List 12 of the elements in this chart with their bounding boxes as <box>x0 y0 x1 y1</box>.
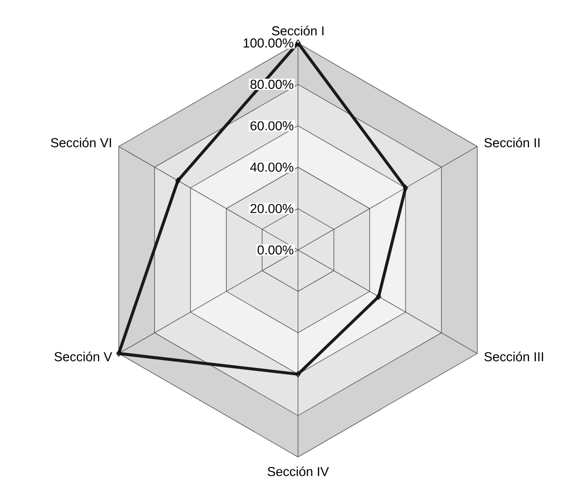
y-tick-label: 60.00% <box>250 121 294 130</box>
spoke-label: Sección I <box>272 26 324 36</box>
y-tick-label: 100.00% <box>244 38 294 48</box>
y-tick-label: 0.00% <box>258 245 294 255</box>
y-tick-label: 40.00% <box>250 162 294 172</box>
spoke-label: Sección II <box>484 138 540 148</box>
spoke-label: Sección V <box>54 352 112 362</box>
spoke-label: Sección IV <box>268 466 329 476</box>
y-tick-label: 20.00% <box>250 204 294 214</box>
spoke-label: Sección III <box>484 352 544 362</box>
spoke-label: Sección VI <box>50 138 112 148</box>
y-tick-label: 80.00% <box>250 80 294 89</box>
